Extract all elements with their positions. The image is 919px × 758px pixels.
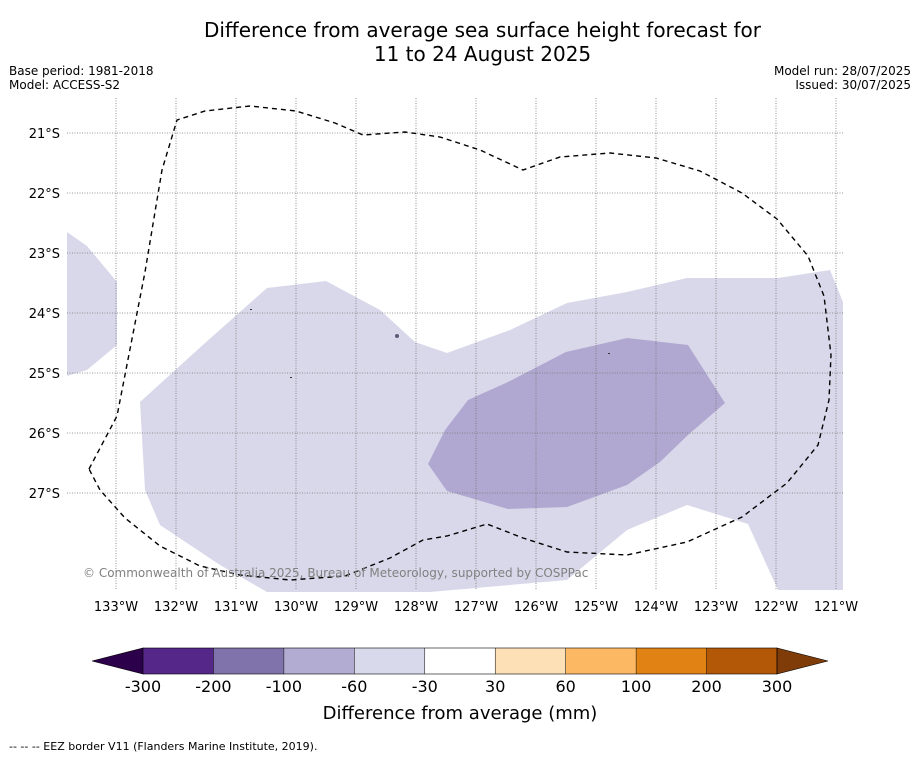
colorbar-segment — [565, 648, 637, 674]
anomaly-medium-core — [428, 338, 725, 509]
colorbar-tick-label: -300 — [125, 677, 161, 696]
speckle-1 — [395, 334, 399, 338]
colorbar-segment — [495, 648, 566, 674]
colorbar-segment — [213, 648, 284, 674]
lon-label: 130°W — [274, 600, 318, 615]
colorbar-under-arrow — [91, 647, 144, 675]
anomaly-light-west — [67, 232, 117, 376]
lon-label: 128°W — [394, 600, 438, 615]
colorbar-tick-label: -200 — [195, 677, 231, 696]
latitude-labels: 21°S 22°S 23°S 24°S 25°S 26°S 27°S — [29, 127, 60, 502]
lon-label: 125°W — [574, 600, 618, 615]
lat-label: 25°S — [29, 367, 60, 382]
colorbar-frame — [142, 647, 778, 675]
lat-label: 22°S — [29, 187, 60, 202]
meta-right: Model run: 28/07/2025 Issued: 30/07/2025 — [774, 64, 911, 92]
lon-label: 129°W — [334, 600, 378, 615]
speckle-2 — [250, 309, 252, 310]
meta-left: Base period: 1981-2018 Model: ACCESS-S2 — [9, 64, 154, 92]
colorbar-tick-label: 100 — [621, 677, 652, 696]
colorbar-over-arrow — [776, 647, 829, 675]
lon-label: 122°W — [754, 600, 798, 615]
eez-footnote: -- -- -- EEZ border V11 (Flanders Marine… — [9, 740, 318, 753]
title-line-1: Difference from average sea surface heig… — [203, 18, 762, 42]
chart-title: Difference from average sea surface heig… — [0, 18, 919, 66]
colorbar-tick-label: 60 — [555, 677, 575, 696]
lon-label: 126°W — [514, 600, 558, 615]
model-name: Model: ACCESS-S2 — [9, 78, 121, 92]
gridlines — [67, 98, 843, 590]
colorbar-tick-label: -60 — [341, 677, 367, 696]
colorbar-tick-label: -100 — [266, 677, 302, 696]
issued-date: Issued: 30/07/2025 — [795, 78, 911, 92]
speckle-3 — [290, 377, 292, 378]
colorbar-tick-label: -30 — [412, 677, 438, 696]
base-period: Base period: 1981-2018 — [9, 64, 154, 78]
copyright-notice: © Commonwealth of Australia 2025, Bureau… — [83, 566, 588, 580]
colorbar-segment — [636, 648, 707, 674]
lat-label: 27°S — [29, 487, 60, 502]
speckle-4 — [608, 353, 610, 354]
colorbar-tick-label: 200 — [691, 677, 722, 696]
colorbar-tick-labels: -300 -200 -100 -60 -30 30 60 100 200 300 — [125, 677, 792, 696]
colorbar — [91, 647, 829, 675]
colorbar-title: Difference from average (mm) — [323, 703, 598, 724]
lon-label: 131°W — [214, 600, 258, 615]
longitude-labels: 133°W 132°W 131°W 130°W 129°W 128°W 127°W 126°W… — [94, 600, 858, 615]
lat-label: 24°S — [29, 307, 60, 322]
colorbar-tick-label: 300 — [762, 677, 793, 696]
colorbar-segment — [143, 648, 214, 674]
title-line-2: 11 to 24 August 2025 — [373, 42, 592, 66]
lon-label: 133°W — [94, 600, 138, 615]
anomaly-medium — [428, 338, 725, 509]
lat-label: 23°S — [29, 247, 60, 262]
lon-label: 132°W — [154, 600, 198, 615]
lon-label: 127°W — [454, 600, 498, 615]
lat-label: 26°S — [29, 427, 60, 442]
lon-label: 124°W — [634, 600, 678, 615]
colorbar-tick-label: 30 — [485, 677, 505, 696]
lon-label: 121°W — [814, 600, 858, 615]
colorbar-segment — [354, 648, 425, 674]
lon-label: 123°W — [694, 600, 738, 615]
colorbar-segment — [283, 648, 355, 674]
colorbar-segment — [706, 648, 777, 674]
anomaly-light — [67, 232, 843, 592]
lat-label: 21°S — [29, 127, 60, 142]
model-run: Model run: 28/07/2025 — [773, 64, 911, 78]
colorbar-segment — [424, 648, 496, 674]
